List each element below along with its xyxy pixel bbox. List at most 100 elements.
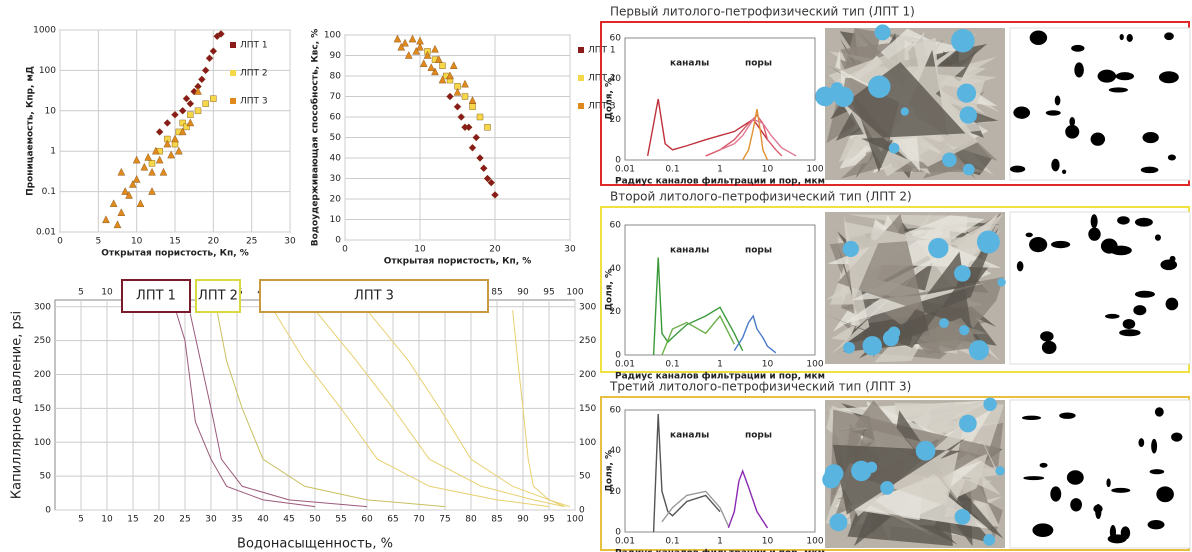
pore-blob [1039,462,1048,468]
point [487,178,496,187]
y-tick-label: 60 [610,406,622,416]
point [397,42,406,51]
point [457,113,466,121]
plot-area [624,224,816,356]
pore-blob [1106,478,1111,488]
pore-blob [1054,95,1061,106]
y-tick-label: 40 [610,74,622,84]
y2-tick-label: 200 [579,370,596,380]
pore [939,318,949,328]
pore [851,460,872,482]
pore-blob [1032,523,1054,538]
x-tick-label: 55 [335,515,346,525]
pore-blob [1160,259,1178,271]
pore-blob [1100,238,1118,254]
x-tick-label: 90 [517,515,529,525]
x-tick-label: 0.1 [665,360,679,370]
point [461,79,469,88]
pore-blob [1074,62,1084,78]
pore-blob [1065,124,1080,139]
y-tick-label: 60 [330,113,342,123]
line [652,414,721,533]
point [476,154,484,162]
pore [830,82,844,95]
pore-blob [1061,169,1067,174]
point [102,215,110,224]
point [454,83,461,90]
legend-label: ЛПТ 1 [240,41,268,51]
pore-blob [1045,110,1061,116]
x-tick-label: 10 [101,515,113,525]
point [408,34,417,43]
point [155,155,164,164]
pore-blob [1154,407,1164,417]
grain [854,400,982,508]
y-tick-label: 0.01 [36,228,56,238]
x-tick-label: 30 [564,245,576,255]
point [201,66,210,75]
x-tick-label: 35 [231,515,242,525]
point [175,146,183,155]
group-box [195,279,241,313]
y-tick-label: 0 [615,528,621,538]
x-tick-label: 10 [131,237,143,247]
point [194,107,202,115]
x-tick-label: 95 [543,515,554,525]
x-axis-label: Открытая пористость, Кп, % [384,257,532,267]
legend-swatch [230,98,236,104]
x-tick-label: 100 [806,537,823,547]
pore-blob [1171,432,1183,442]
point [476,113,484,121]
point [159,167,168,176]
pore-blob [1090,214,1098,229]
y-tick-label: 0 [615,351,621,361]
y-tick-label: 60 [610,34,622,44]
line [272,309,550,508]
legend-swatch [230,42,236,48]
pore [942,152,957,168]
x-axis-label: Радиус каналов фильтрации и пор, мкм [615,549,825,552]
point [472,133,481,142]
pore-blob [1104,313,1120,319]
pore [997,278,1006,287]
annotation: поры [745,59,772,69]
pore-blob [1156,486,1174,503]
point [393,34,402,43]
point [404,51,413,59]
point [461,93,469,100]
x-tick-label: 1 [717,360,723,370]
x-tick-label: 15 [127,515,138,525]
x-tick-label: 1 [717,165,723,175]
x-tick-label: 100 [806,165,823,175]
line [661,314,735,356]
y-tick-label: 10 [45,106,57,116]
x-tick-label: 80 [465,515,477,525]
x2-tick-label: 95 [543,288,554,298]
x-tick-label: 0.1 [665,165,679,175]
point [431,44,439,53]
y-tick-label: 40 [610,446,622,456]
legend-swatch [578,103,584,109]
pore-blob [1134,217,1153,227]
grain [914,424,998,486]
pore-blob [1167,154,1176,161]
line [512,310,565,508]
y-tick-label: 20 [610,115,622,125]
y-tick-label: 150 [34,404,51,414]
line [661,490,730,527]
pore-blob [1093,504,1103,513]
y-tick-label: 1 [50,147,56,157]
pore [888,142,900,154]
x-tick-label: 70 [413,515,425,525]
x2-tick-label: 90 [517,288,529,298]
point [140,162,149,171]
point [464,123,473,132]
point [148,187,156,195]
grain [844,221,995,303]
point [209,47,218,55]
x-axis-label: Радиус каналов фильтрации и пор, мкм [615,177,825,187]
y2-tick-label: 150 [579,404,596,414]
pore [824,464,844,483]
binary-image [1009,27,1191,181]
